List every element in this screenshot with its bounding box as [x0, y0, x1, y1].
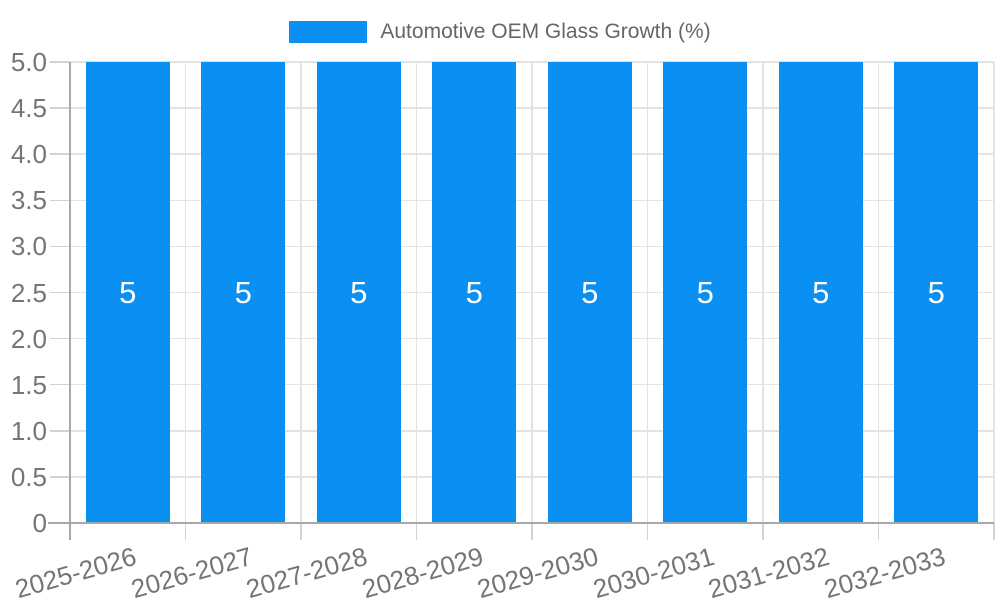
x-tick-label: 2030-2031: [589, 541, 718, 600]
x-gridline: [415, 62, 418, 523]
legend-label: Automotive OEM Glass Growth (%): [380, 20, 711, 43]
y-tick-label: 1.0: [10, 415, 47, 446]
bar[interactable]: 5: [547, 62, 632, 523]
x-tick-label: 2028-2029: [358, 541, 487, 600]
bar[interactable]: 5: [316, 62, 401, 523]
x-gridline: [762, 62, 764, 523]
y-tick-label: 5.0: [10, 47, 47, 77]
bar-value-label: 5: [696, 274, 714, 310]
bar-value-label: 5: [812, 274, 830, 310]
y-tick-label: 0.5: [10, 461, 47, 492]
bar-value-label: 5: [465, 274, 483, 310]
bar[interactable]: 5: [663, 62, 748, 523]
x-axis-tick: [993, 523, 995, 540]
legend-item[interactable]: Automotive OEM Glass Growth (%): [289, 20, 711, 44]
legend-swatch-icon: [289, 21, 368, 43]
x-tick-label: 2027-2028: [243, 541, 372, 600]
x-axis-tick: [531, 523, 533, 540]
x-axis-tick: [300, 523, 302, 540]
x-gridline: [877, 62, 880, 523]
y-axis-tick: [50, 476, 70, 478]
y-axis-tick: [50, 337, 70, 340]
bar[interactable]: 5: [201, 62, 286, 523]
bar-value-label: 5: [234, 274, 252, 310]
bar-value-label: 5: [350, 274, 368, 310]
x-tick-label: 2026-2027: [127, 541, 256, 600]
y-axis-tick: [50, 153, 70, 155]
y-tick-label: 3.5: [10, 185, 47, 216]
y-axis-tick: [50, 291, 70, 294]
y-axis-tick: [50, 199, 70, 202]
y-tick-label: 2.5: [10, 277, 47, 308]
x-tick-label: 2025-2026: [12, 541, 141, 600]
bar[interactable]: 5: [778, 62, 863, 523]
x-gridline: [531, 62, 533, 523]
y-tick-label: 1.5: [10, 369, 47, 400]
bar[interactable]: 5: [85, 62, 170, 523]
x-gridline: [184, 62, 187, 523]
bar[interactable]: 5: [432, 62, 517, 523]
x-tick-label: 2031-2032: [705, 541, 834, 600]
y-tick-label: 2.0: [10, 323, 47, 354]
x-tick-label: 2032-2033: [820, 541, 949, 600]
x-axis-tick: [646, 523, 649, 540]
x-axis-tick: [415, 523, 418, 540]
y-axis-tick: [50, 430, 70, 432]
y-axis-tick: [50, 61, 70, 63]
y-tick-label: 3.0: [10, 231, 47, 262]
y-axis-tick: [50, 107, 70, 109]
y-axis-tick: [50, 383, 70, 386]
x-axis-tick: [877, 523, 880, 540]
bar[interactable]: 5: [894, 62, 979, 523]
y-tick-label: 4.5: [10, 93, 47, 124]
y-tick-label: 4.0: [10, 139, 47, 170]
y-axis-tick: [50, 245, 70, 248]
chart-legend: Automotive OEM Glass Growth (%): [0, 20, 1000, 44]
x-axis-tick: [762, 523, 764, 540]
y-axis-line: [68, 62, 71, 540]
x-gridline: [300, 62, 302, 523]
x-tick-label: 2029-2030: [474, 541, 603, 600]
y-tick-label: 0: [32, 508, 47, 538]
bar-value-label: 5: [927, 274, 945, 310]
bar-value-label: 5: [119, 274, 137, 310]
x-gridline: [646, 62, 649, 523]
x-gridline: [993, 62, 995, 523]
bar-value-label: 5: [581, 274, 599, 310]
x-axis-line: [48, 522, 994, 524]
x-axis-tick: [184, 523, 187, 540]
